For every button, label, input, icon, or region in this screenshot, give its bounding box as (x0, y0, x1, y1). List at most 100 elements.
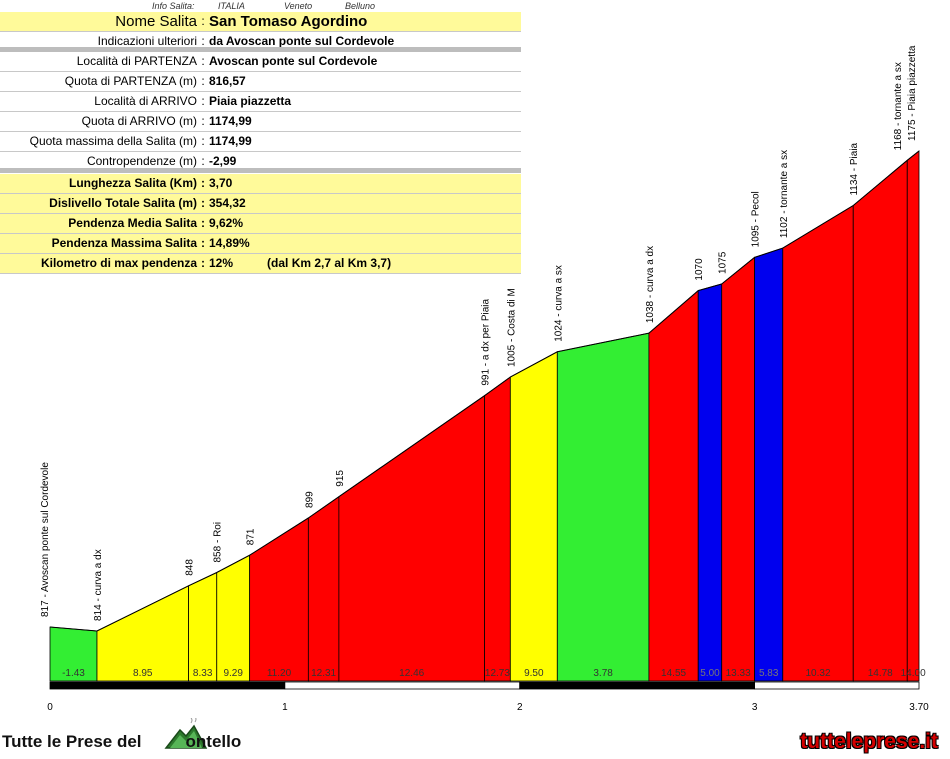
climb-stats-table: Lunghezza Salita (Km):3,70 Dislivello To… (0, 174, 521, 274)
row-key: Indicazioni ulteriori (97, 34, 197, 48)
altitude-label: 1102 - tornante a sx (779, 150, 790, 238)
gradient-label: 5.00 (700, 668, 720, 679)
altitude-label: 848 (185, 559, 196, 576)
profile-segment (556, 332, 650, 682)
row-key: Località di ARRIVO (94, 94, 197, 108)
row-key: Quota massima della Salita (m) (29, 134, 197, 148)
altitude-label: 871 (246, 528, 257, 545)
meta-label: Info Salita: (152, 1, 195, 11)
gradient-label: 14.00 (901, 668, 926, 679)
altitude-label: 1175 - Piaia piazzetta (907, 45, 918, 141)
km-scale-block (49, 681, 286, 690)
gradient-label: 11.20 (267, 668, 292, 679)
altitude-label: 915 (335, 470, 346, 487)
altitude-label: 991 - a dx per Piaia (481, 298, 492, 385)
row-km-max-pendenza: Kilometro di max pendenza:12% (dal Km 2,7… (0, 253, 521, 274)
altitude-label: 858 - Roi (213, 522, 224, 563)
row-value: Piaia piazzetta (209, 94, 292, 108)
row-key: Kilometro di max pendenza (40, 256, 197, 270)
km-scale-block (284, 681, 521, 690)
gradient-label: 14.55 (661, 668, 686, 679)
gradient-label: 10.32 (805, 668, 830, 679)
row-pendenza-massima: Pendenza Massima Salita:14,89% (0, 233, 521, 254)
row-partenza: Località di PARTENZA: Avoscan ponte sul C… (0, 52, 521, 72)
row-nome-salita: Nome Salita : San Tomaso Agordino (0, 12, 521, 32)
row-value: 1174,99 (209, 134, 252, 148)
altitude-label: 1168 - tornante a sx (893, 62, 904, 150)
row-value: 12% (209, 256, 234, 270)
x-tick-label: 0 (47, 702, 53, 713)
row-key: Pendenza Massima Salita (51, 236, 197, 250)
x-tick-label: 1 (282, 702, 288, 713)
profile-segment (307, 495, 340, 682)
gradient-label: 14.78 (868, 668, 893, 679)
gradient-label: 12.46 (399, 668, 424, 679)
meta-region: Veneto (284, 1, 313, 11)
row-value: da Avoscan ponte sul Cordevole (209, 34, 395, 48)
row-dislivello: Dislivello Totale Salita (m):354,32 (0, 193, 521, 214)
separator (0, 47, 521, 52)
profile-segment (96, 585, 189, 682)
profile-segment (852, 159, 908, 682)
row-key: Contropendenze (m) (86, 154, 197, 168)
row-lunghezza: Lunghezza Salita (Km):3,70 (0, 174, 521, 194)
altitude-label: 1070 (694, 258, 705, 281)
climb-name: San Tomaso Agordino (209, 13, 368, 30)
info-meta-row: Info Salita: ITALIA Veneto Belluno (0, 0, 520, 12)
altitude-label: 814 - curva a dx (93, 549, 104, 621)
gradient-label: 12.73 (485, 668, 510, 679)
profile-segment (782, 204, 854, 682)
footer-brand: Tutte le Prese del ontello (2, 732, 242, 751)
profile-segment (906, 150, 920, 682)
gradient-label: 12.31 (311, 668, 336, 679)
gradient-label: 13.33 (726, 668, 751, 679)
profile-segment (188, 571, 218, 682)
row-quota-massima: Quota massima della Salita (m):1174,99 (0, 132, 521, 152)
altitude-label: 1134 - Piaia (849, 142, 860, 195)
row-extra: (dal Km 2,7 al Km 3,7) (267, 256, 392, 270)
row-key: Pendenza Media Salita (68, 216, 197, 230)
altitude-label: 1095 - Pecol (751, 191, 762, 247)
km-scale-block (754, 681, 920, 690)
footer-site: tutteleprese.it (800, 730, 938, 753)
gradient-label: 8.95 (133, 668, 153, 679)
profile-segment (216, 554, 251, 682)
row-quota-arrivo: Quota di ARRIVO (m):1174,99 (0, 112, 521, 132)
profile-outline (49, 150, 920, 632)
altitude-profile-chart: -1.43 8.95 8.33 9.29 11.20 12.31 12.46 12.73 9.5… (40, 45, 929, 713)
row-value: Avoscan ponte sul Cordevole (209, 54, 378, 68)
row-pendenza-media: Pendenza Media Salita:9,62% (0, 213, 521, 234)
climb-name-table: Nome Salita : San Tomaso Agordino Indica… (0, 12, 521, 52)
row-value: 1174,99 (209, 114, 252, 128)
row-value: -2,99 (209, 154, 237, 168)
gradient-label: 8.33 (193, 668, 213, 679)
separator (0, 168, 521, 173)
gradient-label: 9.50 (524, 668, 544, 679)
gradient-label: 9.29 (223, 668, 243, 679)
profile-segment (721, 256, 755, 682)
altitude-label: 1005 - Costa di M (506, 288, 517, 367)
x-tick-label: 2 (517, 702, 523, 713)
mountain-logo-icon (164, 718, 208, 749)
altitude-label: 817 - Avoscan ponte sul Cordevole (40, 462, 51, 617)
altitude-label: 1024 - curva a sx (553, 265, 564, 342)
x-tick-label: 3 (752, 702, 758, 713)
profile-segment (484, 376, 511, 682)
row-quota-partenza: Quota di PARTENZA (m):816,57 (0, 72, 521, 92)
gradient-label: 3.78 (593, 668, 613, 679)
row-key: Quota di ARRIVO (m) (81, 114, 197, 128)
profile-segment (648, 289, 699, 682)
row-key: Nome Salita (115, 13, 197, 30)
row-value: 354,32 (209, 196, 246, 210)
row-key: Dislivello Totale Salita (m) (49, 196, 197, 210)
gradient-label: -1.43 (62, 668, 85, 679)
profile-segment (249, 517, 309, 682)
x-tick-label: 3.70 (909, 702, 929, 713)
row-value: 9,62% (209, 216, 244, 230)
altitude-label: 899 (304, 491, 315, 508)
row-value: 3,70 (209, 176, 233, 190)
profile-segment (338, 394, 485, 682)
row-key: Località di PARTENZA (76, 54, 197, 68)
row-key: Quota di PARTENZA (m) (64, 74, 197, 88)
climb-location-table: Località di PARTENZA: Avoscan ponte sul C… (0, 52, 521, 172)
